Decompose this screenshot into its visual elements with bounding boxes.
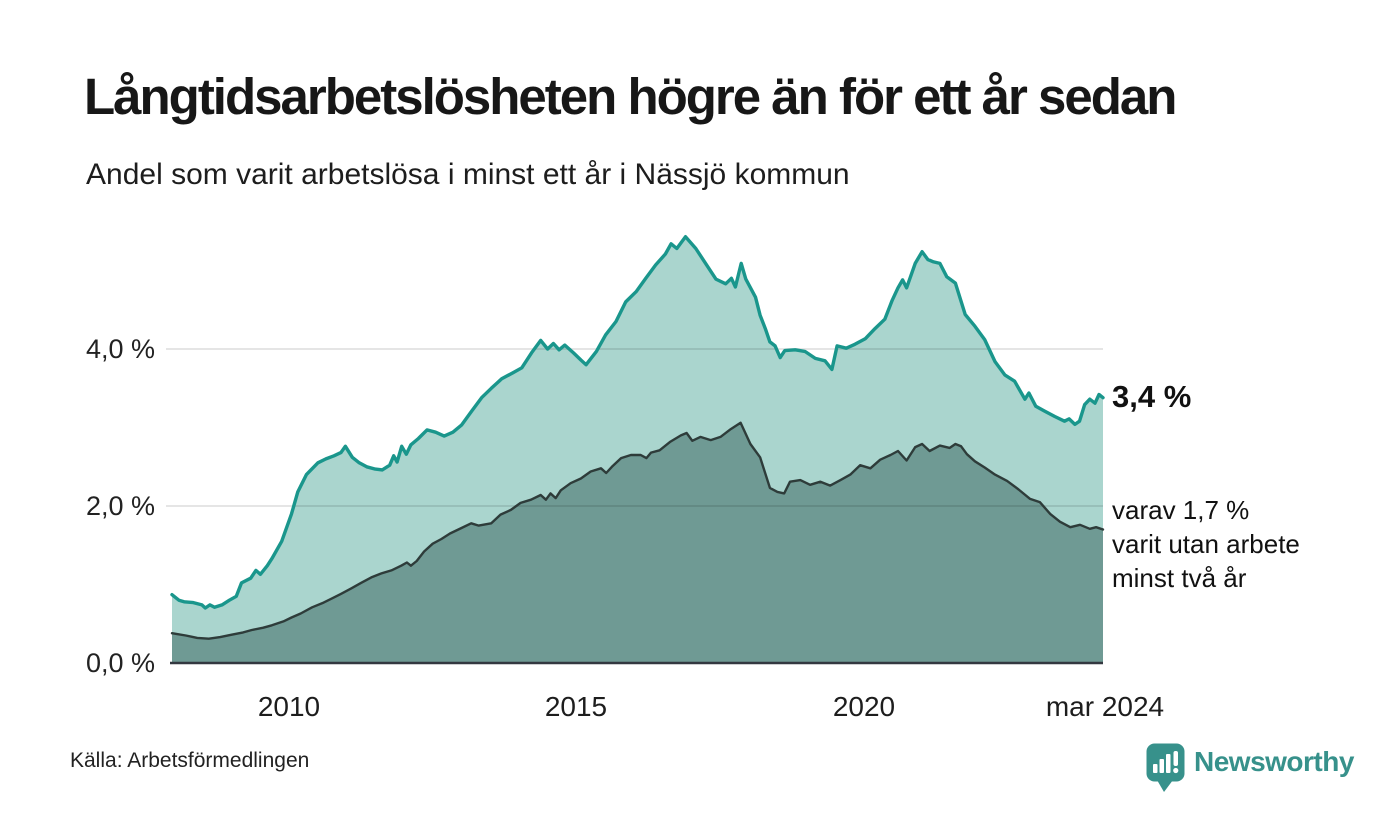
page-subtitle: Andel som varit arbetslösa i minst ett å… bbox=[86, 158, 850, 191]
series2-caption-line: varav 1,7 % bbox=[1112, 495, 1250, 525]
x-axis-tick-label: mar 2024 bbox=[1045, 691, 1165, 722]
y-axis-tick-label: 2,0 % bbox=[85, 491, 155, 521]
newsworthy-bubble-chart-icon bbox=[1146, 743, 1185, 792]
series2-caption-line: varit utan arbete bbox=[1112, 529, 1300, 559]
series2-caption-line: minst två år bbox=[1112, 563, 1247, 593]
series2-area-fill bbox=[172, 422, 1103, 663]
x-axis-tick-label: 2020 bbox=[832, 691, 896, 722]
newsworthy-logo: Newsworthy bbox=[1146, 743, 1354, 793]
series1-line bbox=[170, 235, 1105, 610]
x-axis-tick-label: 2010 bbox=[257, 691, 321, 722]
page-title: Långtidsarbetslösheten högre än för ett … bbox=[84, 68, 1177, 125]
y-axis-tick-label: 4,0 % bbox=[85, 334, 155, 364]
source-attribution: Källa: Arbetsförmedlingen bbox=[70, 749, 310, 772]
series1-end-value-label: 3,4 % bbox=[1112, 379, 1192, 414]
x-axis-tick-label: 2015 bbox=[544, 691, 608, 722]
series2-end-caption: varav 1,7 % varit utan arbete minst två … bbox=[1112, 493, 1300, 595]
y-axis-tick-label: 0,0 % bbox=[85, 648, 155, 678]
newsworthy-wordmark: Newsworthy bbox=[1194, 746, 1354, 777]
series2-line bbox=[170, 421, 1105, 640]
